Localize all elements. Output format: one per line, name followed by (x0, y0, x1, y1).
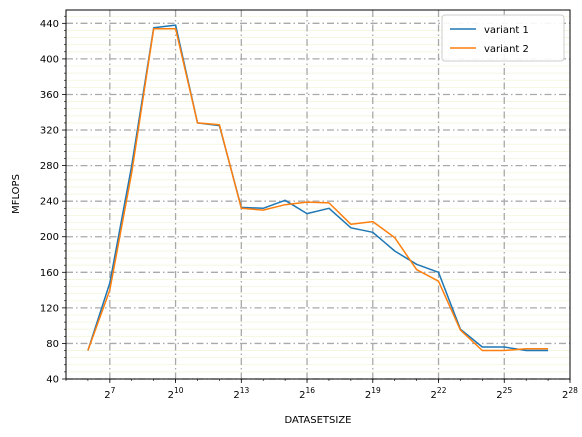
y-tick-label: 160 (40, 268, 59, 279)
y-tick-label: 400 (40, 54, 59, 65)
x-tick-label: 219 (365, 386, 381, 401)
y-tick-label: 40 (46, 375, 59, 386)
y-tick-label: 320 (40, 126, 59, 137)
y-tick-label: 120 (40, 303, 59, 314)
y-tick-label: 440 (40, 19, 59, 30)
x-tick-label: 213 (233, 386, 249, 401)
series-line (87, 24, 549, 352)
plot-background (66, 10, 570, 379)
y-tick-label: 360 (40, 90, 59, 101)
legend-label: variant 2 (484, 44, 529, 55)
x-tick-label: 210 (168, 386, 184, 401)
series-line (87, 27, 549, 352)
y-axis: 40 80 120 160 200 240 280 320 360 400 440 (40, 15, 66, 386)
legend: variant 1 variant 2 (441, 14, 565, 62)
x-axis-label: DATASETSIZE (284, 415, 351, 426)
y-tick-label: 80 (46, 339, 59, 350)
x-tick-label: 222 (431, 386, 447, 401)
x-tick-label: 27 (104, 386, 115, 401)
series-lines (87, 24, 549, 352)
y-axis-label: MFLOPS (11, 174, 22, 214)
plot-frame (65, 9, 571, 380)
x-tick-label: 216 (299, 386, 315, 401)
x-axis: 27 210 213 216 219 222 225 228 (65, 379, 578, 401)
legend-box (441, 14, 565, 62)
legend-label: variant 1 (484, 25, 529, 36)
y-tick-label: 280 (40, 161, 59, 172)
x-tick-label: 228 (562, 386, 578, 401)
y-tick-label: 200 (40, 232, 59, 243)
x-tick-label: 225 (496, 386, 512, 401)
y-tick-label: 240 (40, 197, 59, 208)
